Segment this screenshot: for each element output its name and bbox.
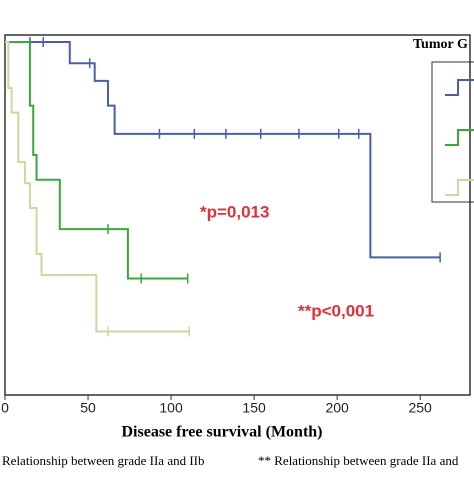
x-tick-label: 250 — [408, 400, 432, 416]
survival-curve — [5, 41, 188, 280]
footnote: ** Relationship between grade IIa and — [258, 453, 459, 468]
legend-frame — [431, 61, 474, 203]
x-tick-label: 50 — [80, 400, 96, 416]
annotation: *p=0,013 — [200, 202, 269, 221]
x-tick-label: 0 — [1, 400, 9, 416]
plot-frame — [4, 34, 471, 396]
x-tick-label: 100 — [159, 400, 183, 416]
annotation: **p<0,001 — [298, 301, 374, 320]
footnote: Relationship between grade IIa and IIb — [2, 453, 205, 468]
survival-curve — [5, 41, 190, 333]
legend-swatch — [445, 179, 474, 196]
survival-curve — [5, 41, 441, 259]
x-tick-label: 150 — [242, 400, 266, 416]
x-axis-label: Disease free survival (Month) — [122, 424, 323, 441]
legend-swatch — [445, 129, 474, 146]
legend-title: Tumor G — [413, 37, 468, 52]
x-tick-label: 200 — [325, 400, 349, 416]
legend-swatch — [445, 79, 474, 96]
